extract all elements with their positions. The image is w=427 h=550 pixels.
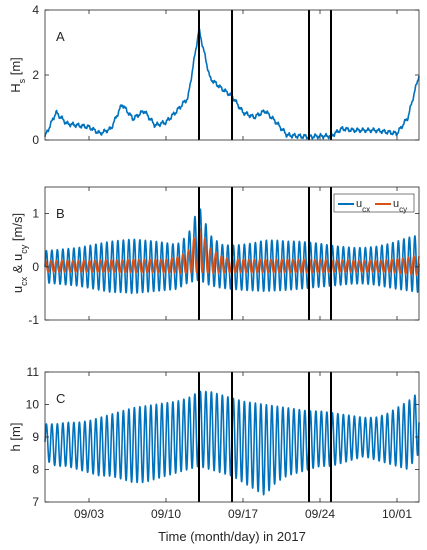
x-tick-label: 09/10 (151, 507, 181, 521)
panel-b-axes-frame (44, 186, 420, 321)
panel-c-event-lines (198, 372, 332, 502)
panel-b-x-ticks (88, 187, 398, 320)
y-tick-label: 7 (32, 495, 39, 509)
panel-c-letter: C (56, 391, 65, 406)
panel-c: 7 8 9 10 11 09/03 09/10 09/17 09/24 10/01 C h [m… (8, 365, 420, 544)
y-tick-label: 10 (26, 398, 40, 412)
y-tick-label: 0 (32, 133, 39, 147)
panel-a-event-lines (198, 10, 332, 140)
panel-c-y-axis-label: h [m] (8, 423, 23, 452)
x-tick-label: 09/17 (228, 507, 258, 521)
legend-label-ucx: ucx (356, 198, 370, 214)
panel-b-event-lines (198, 187, 332, 320)
panel-a-y-ticks: 0 2 4 (32, 3, 419, 147)
y-tick-label: 0 (32, 260, 39, 274)
x-tick-label: 09/03 (74, 507, 104, 521)
panel-b-y-ticks: -1 0 1 (28, 207, 419, 327)
panel-a-x-ticks (88, 10, 398, 140)
legend-label-ucy: ucy (393, 198, 407, 214)
x-axis-label: Time (month/day) in 2017 (158, 529, 306, 544)
x-tick-label: 09/24 (305, 507, 335, 521)
y-tick-label: 8 (32, 463, 39, 477)
y-tick-label: 2 (32, 68, 39, 82)
panel-b-legend: ucx ucy (333, 193, 415, 214)
y-tick-label: -1 (28, 313, 39, 327)
panel-b-letter: B (56, 206, 65, 221)
y-tick-label: 4 (32, 3, 39, 17)
panel-a: 0 2 4 A Hs [m] (8, 3, 420, 147)
panel-b: -1 0 1 B ucx & ucy [m/s] ucx ucy (10, 186, 420, 327)
panel-c-x-ticks: 09/03 09/10 09/17 09/24 10/01 (74, 372, 412, 521)
legend-box (333, 193, 415, 213)
y-tick-label: 1 (32, 207, 39, 221)
x-tick-label: 10/01 (382, 507, 412, 521)
panel-b-y-axis-label: ucx & ucy [m/s] (10, 213, 29, 293)
panel-a-y-axis-label: Hs [m] (8, 57, 27, 93)
y-tick-label: 9 (32, 430, 39, 444)
y-tick-label: 11 (27, 365, 40, 379)
panel-c-y-ticks: 7 8 9 10 11 (26, 365, 419, 509)
panel-a-letter: A (56, 29, 65, 44)
